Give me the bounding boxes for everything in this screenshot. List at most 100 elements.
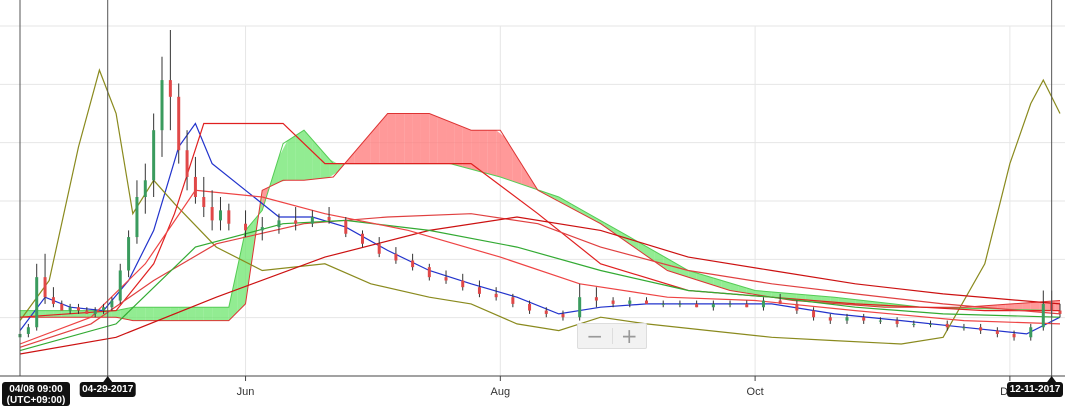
candle-down bbox=[394, 253, 398, 261]
cloud-segment-bullish bbox=[162, 307, 171, 321]
candle-down bbox=[327, 217, 331, 221]
cloud-segment-bullish bbox=[203, 307, 213, 321]
candle-down bbox=[594, 297, 598, 301]
cloud-segment-bearish bbox=[997, 304, 1006, 310]
candle-up bbox=[260, 227, 264, 231]
cloud-segment-bearish bbox=[446, 120, 455, 165]
cloud-segment-bearish bbox=[1005, 303, 1015, 310]
candle-down bbox=[778, 300, 782, 304]
candle-down bbox=[1012, 333, 1016, 338]
cloud-segment-bullish bbox=[304, 130, 313, 181]
candle-down bbox=[461, 280, 465, 288]
candle-up bbox=[127, 237, 131, 271]
candle-down bbox=[695, 303, 699, 308]
cloud-segment-bullish bbox=[604, 222, 614, 233]
candle-down bbox=[544, 310, 548, 314]
cloud-segment-bullish bbox=[178, 307, 188, 321]
cloud-segment-bearish bbox=[387, 113, 396, 164]
candle-down bbox=[645, 300, 649, 304]
cloud-segment-bullish bbox=[120, 308, 129, 320]
candle-down bbox=[945, 323, 949, 328]
cloud-segment-bullish bbox=[128, 307, 137, 321]
candle-up bbox=[578, 297, 582, 318]
candle-up bbox=[68, 307, 72, 311]
cloud-segment-bearish bbox=[454, 123, 463, 167]
candle-up bbox=[711, 303, 715, 308]
cloud-segment-bearish bbox=[504, 136, 513, 182]
cloud-segment-bullish bbox=[187, 307, 196, 321]
cloud-segment-bearish bbox=[1055, 300, 1060, 311]
candle-up bbox=[35, 277, 39, 328]
x-axis: JunAugOctDec bbox=[0, 375, 1065, 398]
candle-down bbox=[745, 303, 749, 308]
candle-up bbox=[110, 300, 114, 308]
x-tick-label: Oct bbox=[747, 386, 764, 398]
cloud-segment-bullish bbox=[220, 307, 229, 321]
crosshair-marker-box bbox=[1007, 382, 1063, 397]
crosshair-marker-box bbox=[79, 382, 136, 397]
cloud-segment-bullish bbox=[638, 241, 647, 256]
candle-up bbox=[1041, 303, 1045, 328]
cloud-segment-bearish bbox=[487, 130, 497, 176]
candle-down bbox=[511, 297, 515, 304]
candle-up bbox=[277, 220, 281, 228]
candle-up bbox=[962, 327, 966, 329]
x-tick-label: Jun bbox=[237, 386, 255, 398]
candle-down bbox=[85, 310, 89, 314]
candle-down bbox=[995, 330, 999, 334]
cloud-segment-bearish bbox=[479, 130, 488, 174]
candle-down bbox=[828, 317, 832, 321]
candle-down bbox=[168, 80, 172, 97]
cloud-segment-bullish bbox=[295, 130, 305, 181]
cloud-segment-bullish bbox=[111, 309, 121, 319]
candle-down bbox=[294, 220, 298, 224]
cloud-segment-bullish bbox=[145, 307, 154, 321]
candle-down bbox=[494, 293, 498, 298]
candle-down bbox=[193, 176, 197, 197]
cloud-segment-bullish bbox=[136, 307, 146, 321]
candle-down bbox=[360, 233, 364, 244]
candle-up bbox=[26, 327, 30, 334]
candle-up bbox=[661, 303, 665, 305]
candle-down bbox=[60, 303, 64, 311]
candle-down bbox=[43, 277, 47, 298]
candle-down bbox=[51, 297, 55, 304]
cloud-segment-bearish bbox=[471, 130, 480, 172]
cloud-segment-bearish bbox=[420, 113, 430, 164]
cloud-segment-bullish bbox=[287, 135, 296, 181]
candle-down bbox=[812, 310, 816, 318]
cloud-segment-bearish bbox=[370, 123, 380, 164]
candle-up bbox=[929, 323, 933, 325]
candle-down bbox=[411, 260, 415, 268]
candle-up bbox=[1029, 327, 1033, 338]
candle-down bbox=[177, 96, 181, 151]
indicator-line-2 bbox=[19, 68, 1061, 345]
candle-up bbox=[118, 270, 122, 301]
candle-up bbox=[912, 323, 916, 325]
candle-up bbox=[628, 300, 632, 304]
cloud-segment-bearish bbox=[496, 130, 505, 179]
candle-up bbox=[761, 300, 765, 308]
candle-down bbox=[444, 277, 448, 281]
cloud-segment-bearish bbox=[512, 150, 522, 185]
candle-down bbox=[528, 303, 532, 311]
cloud-segment-bullish bbox=[571, 204, 580, 213]
cloud-segment-bullish bbox=[237, 230, 246, 313]
candle-up bbox=[93, 310, 97, 314]
zoom-in-button[interactable]: + bbox=[620, 324, 638, 348]
cloud-segment-bearish bbox=[437, 116, 447, 164]
candle-up bbox=[310, 217, 314, 224]
cloud-segment-bullish bbox=[245, 220, 254, 304]
candle-down bbox=[427, 267, 431, 278]
cloud-segment-bullish bbox=[562, 199, 572, 209]
cloud-segment-bearish bbox=[395, 113, 405, 164]
cloud-segment-bullish bbox=[278, 140, 288, 183]
candle-down bbox=[1058, 310, 1062, 314]
cloud-segment-bearish bbox=[404, 113, 413, 164]
cloud-segment-bullish bbox=[588, 213, 597, 222]
candle-up bbox=[845, 317, 849, 321]
cloud-segment-bullish bbox=[746, 288, 756, 295]
zoom-out-button[interactable]: − bbox=[586, 324, 604, 348]
